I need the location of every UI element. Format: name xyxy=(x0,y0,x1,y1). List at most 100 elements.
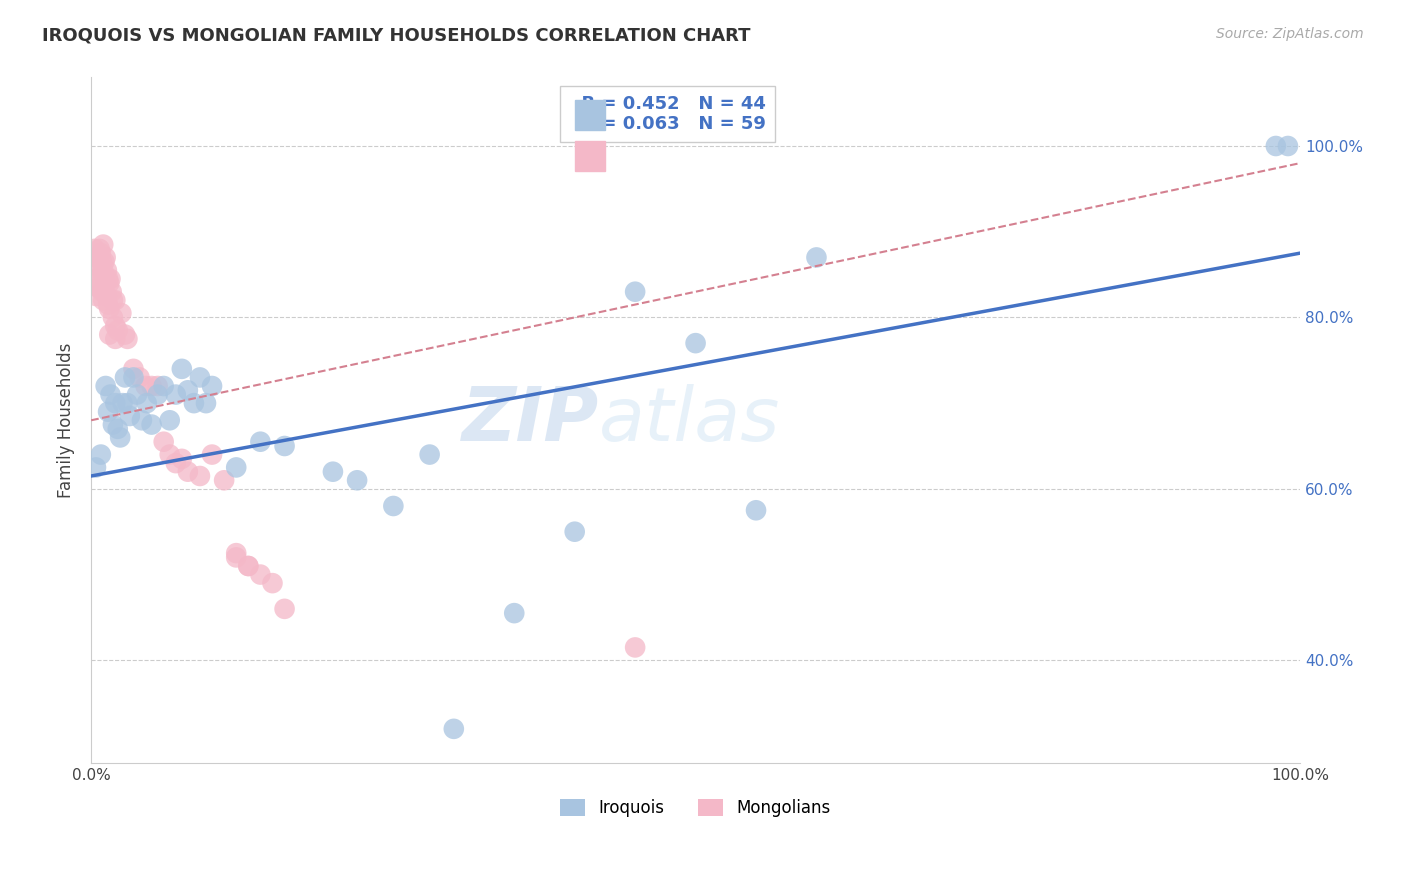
Point xyxy=(201,379,224,393)
Point xyxy=(322,465,344,479)
Legend: Iroquois, Mongolians: Iroquois, Mongolians xyxy=(554,792,838,823)
Point xyxy=(225,550,247,565)
Point xyxy=(101,293,124,308)
Point xyxy=(107,422,129,436)
Point xyxy=(141,379,163,393)
Point xyxy=(624,285,647,299)
Point xyxy=(624,640,647,655)
Point xyxy=(86,272,108,286)
Point xyxy=(97,297,120,311)
Point xyxy=(91,237,114,252)
Point xyxy=(1264,139,1286,153)
Point xyxy=(98,276,121,290)
Point xyxy=(90,276,112,290)
Point xyxy=(146,387,169,401)
Point xyxy=(419,448,441,462)
Point xyxy=(104,396,127,410)
Point xyxy=(225,460,247,475)
Point xyxy=(110,306,132,320)
Point xyxy=(100,285,122,299)
Point xyxy=(90,448,112,462)
Point xyxy=(177,384,200,398)
Point xyxy=(108,430,131,444)
Point xyxy=(443,722,465,736)
Point xyxy=(170,451,193,466)
Point xyxy=(273,602,295,616)
Point xyxy=(122,370,145,384)
Point xyxy=(152,434,174,449)
Point xyxy=(1277,139,1299,153)
Point xyxy=(98,327,121,342)
Point xyxy=(201,448,224,462)
Point xyxy=(170,362,193,376)
Text: atlas: atlas xyxy=(599,384,780,457)
Point xyxy=(104,332,127,346)
Point xyxy=(503,606,526,620)
Point xyxy=(89,242,111,256)
Point xyxy=(188,469,211,483)
Point xyxy=(91,293,114,308)
Point xyxy=(100,387,122,401)
Point xyxy=(745,503,768,517)
Point xyxy=(117,396,139,410)
Point xyxy=(96,263,118,277)
Point xyxy=(89,263,111,277)
Point xyxy=(806,251,828,265)
Text: Source: ZipAtlas.com: Source: ZipAtlas.com xyxy=(1216,27,1364,41)
Point xyxy=(96,289,118,303)
Point xyxy=(165,456,187,470)
Point xyxy=(131,413,153,427)
Point xyxy=(84,460,107,475)
Point xyxy=(97,405,120,419)
Point xyxy=(83,242,105,256)
Point xyxy=(117,332,139,346)
Point xyxy=(104,293,127,308)
Point xyxy=(98,301,121,316)
Point xyxy=(100,272,122,286)
Point xyxy=(91,254,114,268)
Point xyxy=(152,379,174,393)
Point xyxy=(111,396,134,410)
Point xyxy=(86,251,108,265)
Point xyxy=(84,289,107,303)
Text: IROQUOIS VS MONGOLIAN FAMILY HOUSEHOLDS CORRELATION CHART: IROQUOIS VS MONGOLIAN FAMILY HOUSEHOLDS … xyxy=(42,27,751,45)
Point xyxy=(93,254,115,268)
Point xyxy=(249,567,271,582)
Point xyxy=(93,285,115,299)
Point xyxy=(225,546,247,560)
Point xyxy=(262,576,284,591)
Point xyxy=(685,336,707,351)
Point xyxy=(177,465,200,479)
Point xyxy=(165,387,187,401)
Point xyxy=(273,439,295,453)
Point xyxy=(135,396,157,410)
Point xyxy=(346,473,368,487)
Point xyxy=(94,276,117,290)
Point xyxy=(382,499,405,513)
Point xyxy=(101,310,124,325)
Point xyxy=(114,327,136,342)
Point xyxy=(564,524,586,539)
Point xyxy=(104,318,127,333)
Point xyxy=(107,323,129,337)
Point xyxy=(183,396,205,410)
Point xyxy=(249,434,271,449)
Point xyxy=(87,280,110,294)
Point xyxy=(127,387,149,401)
Point xyxy=(94,251,117,265)
Point xyxy=(195,396,218,410)
Bar xyxy=(575,100,605,130)
Text: R = 0.452   N = 44
  R = 0.063   N = 59: R = 0.452 N = 44 R = 0.063 N = 59 xyxy=(568,95,765,134)
Point xyxy=(118,409,141,423)
Point xyxy=(238,559,260,574)
Bar xyxy=(575,141,605,171)
Point xyxy=(97,272,120,286)
Point xyxy=(122,362,145,376)
Point xyxy=(212,473,235,487)
Point xyxy=(91,263,114,277)
Point xyxy=(146,379,169,393)
Point xyxy=(94,379,117,393)
Point xyxy=(114,370,136,384)
Point xyxy=(128,370,150,384)
Point xyxy=(159,448,181,462)
